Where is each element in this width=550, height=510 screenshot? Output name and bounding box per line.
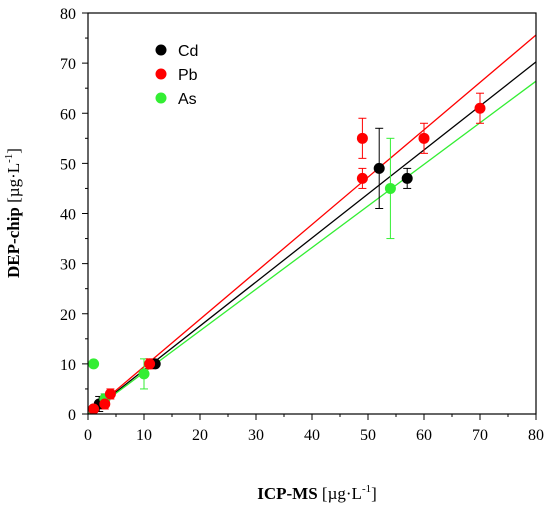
- data-point-cd: [401, 172, 413, 184]
- legend-label-as: As: [178, 91, 197, 108]
- axes: 0 10 20 30 40 50 60 70 80 0 10 20 30 40 50 60 70 80: [60, 6, 544, 444]
- data-points: [88, 102, 486, 415]
- y-tick-label: 10: [60, 357, 76, 374]
- legend-marker-as: [155, 92, 167, 104]
- data-point-pb: [104, 388, 116, 400]
- x-axis-title: ICP-MS [µg·L-1]: [257, 483, 377, 503]
- x-tick-label: 60: [416, 427, 432, 444]
- data-point-pb: [88, 403, 100, 415]
- data-point-as: [88, 358, 100, 370]
- x-tick-label: 20: [192, 427, 208, 444]
- x-tick-label: 30: [248, 427, 264, 444]
- legend-marker-pb: [155, 68, 167, 80]
- x-tick-label: 40: [304, 427, 320, 444]
- y-tick-label: 80: [60, 6, 76, 23]
- fit-lines: [87, 34, 537, 415]
- x-tick-label: 10: [136, 427, 152, 444]
- data-point-pb: [144, 358, 156, 370]
- y-tick-label: 50: [60, 156, 76, 173]
- y-axis-title: DEP-chip [µg·L-1]: [3, 148, 23, 278]
- plot-frame: [87, 12, 537, 415]
- y-tick-label: 70: [60, 56, 76, 73]
- x-tick-label: 50: [360, 427, 376, 444]
- data-point-pb: [356, 172, 368, 184]
- fit-line-as: [87, 80, 537, 415]
- legend-label-cd: Cd: [178, 43, 198, 60]
- x-tick-label: 80: [528, 427, 544, 444]
- x-tick-label: 0: [84, 427, 92, 444]
- y-tick-label: 0: [68, 407, 76, 424]
- data-point-pb: [418, 132, 430, 144]
- y-tick-label: 40: [60, 207, 76, 224]
- data-point-as: [138, 368, 150, 380]
- data-point-as: [384, 182, 396, 194]
- data-point-pb: [99, 398, 111, 410]
- data-point-pb: [356, 132, 368, 144]
- legend-label-pb: Pb: [178, 67, 198, 84]
- fit-line-pb: [87, 34, 537, 415]
- legend: Cd Pb As: [155, 43, 198, 108]
- x-tick-label: 70: [472, 427, 488, 444]
- fit-line-cd: [87, 61, 537, 415]
- y-tick-label: 60: [60, 106, 76, 123]
- legend-marker-cd: [155, 44, 167, 56]
- data-point-cd: [373, 162, 385, 174]
- y-tick-label: 20: [60, 307, 76, 324]
- data-point-pb: [474, 102, 486, 114]
- y-tick-label: 30: [60, 257, 76, 274]
